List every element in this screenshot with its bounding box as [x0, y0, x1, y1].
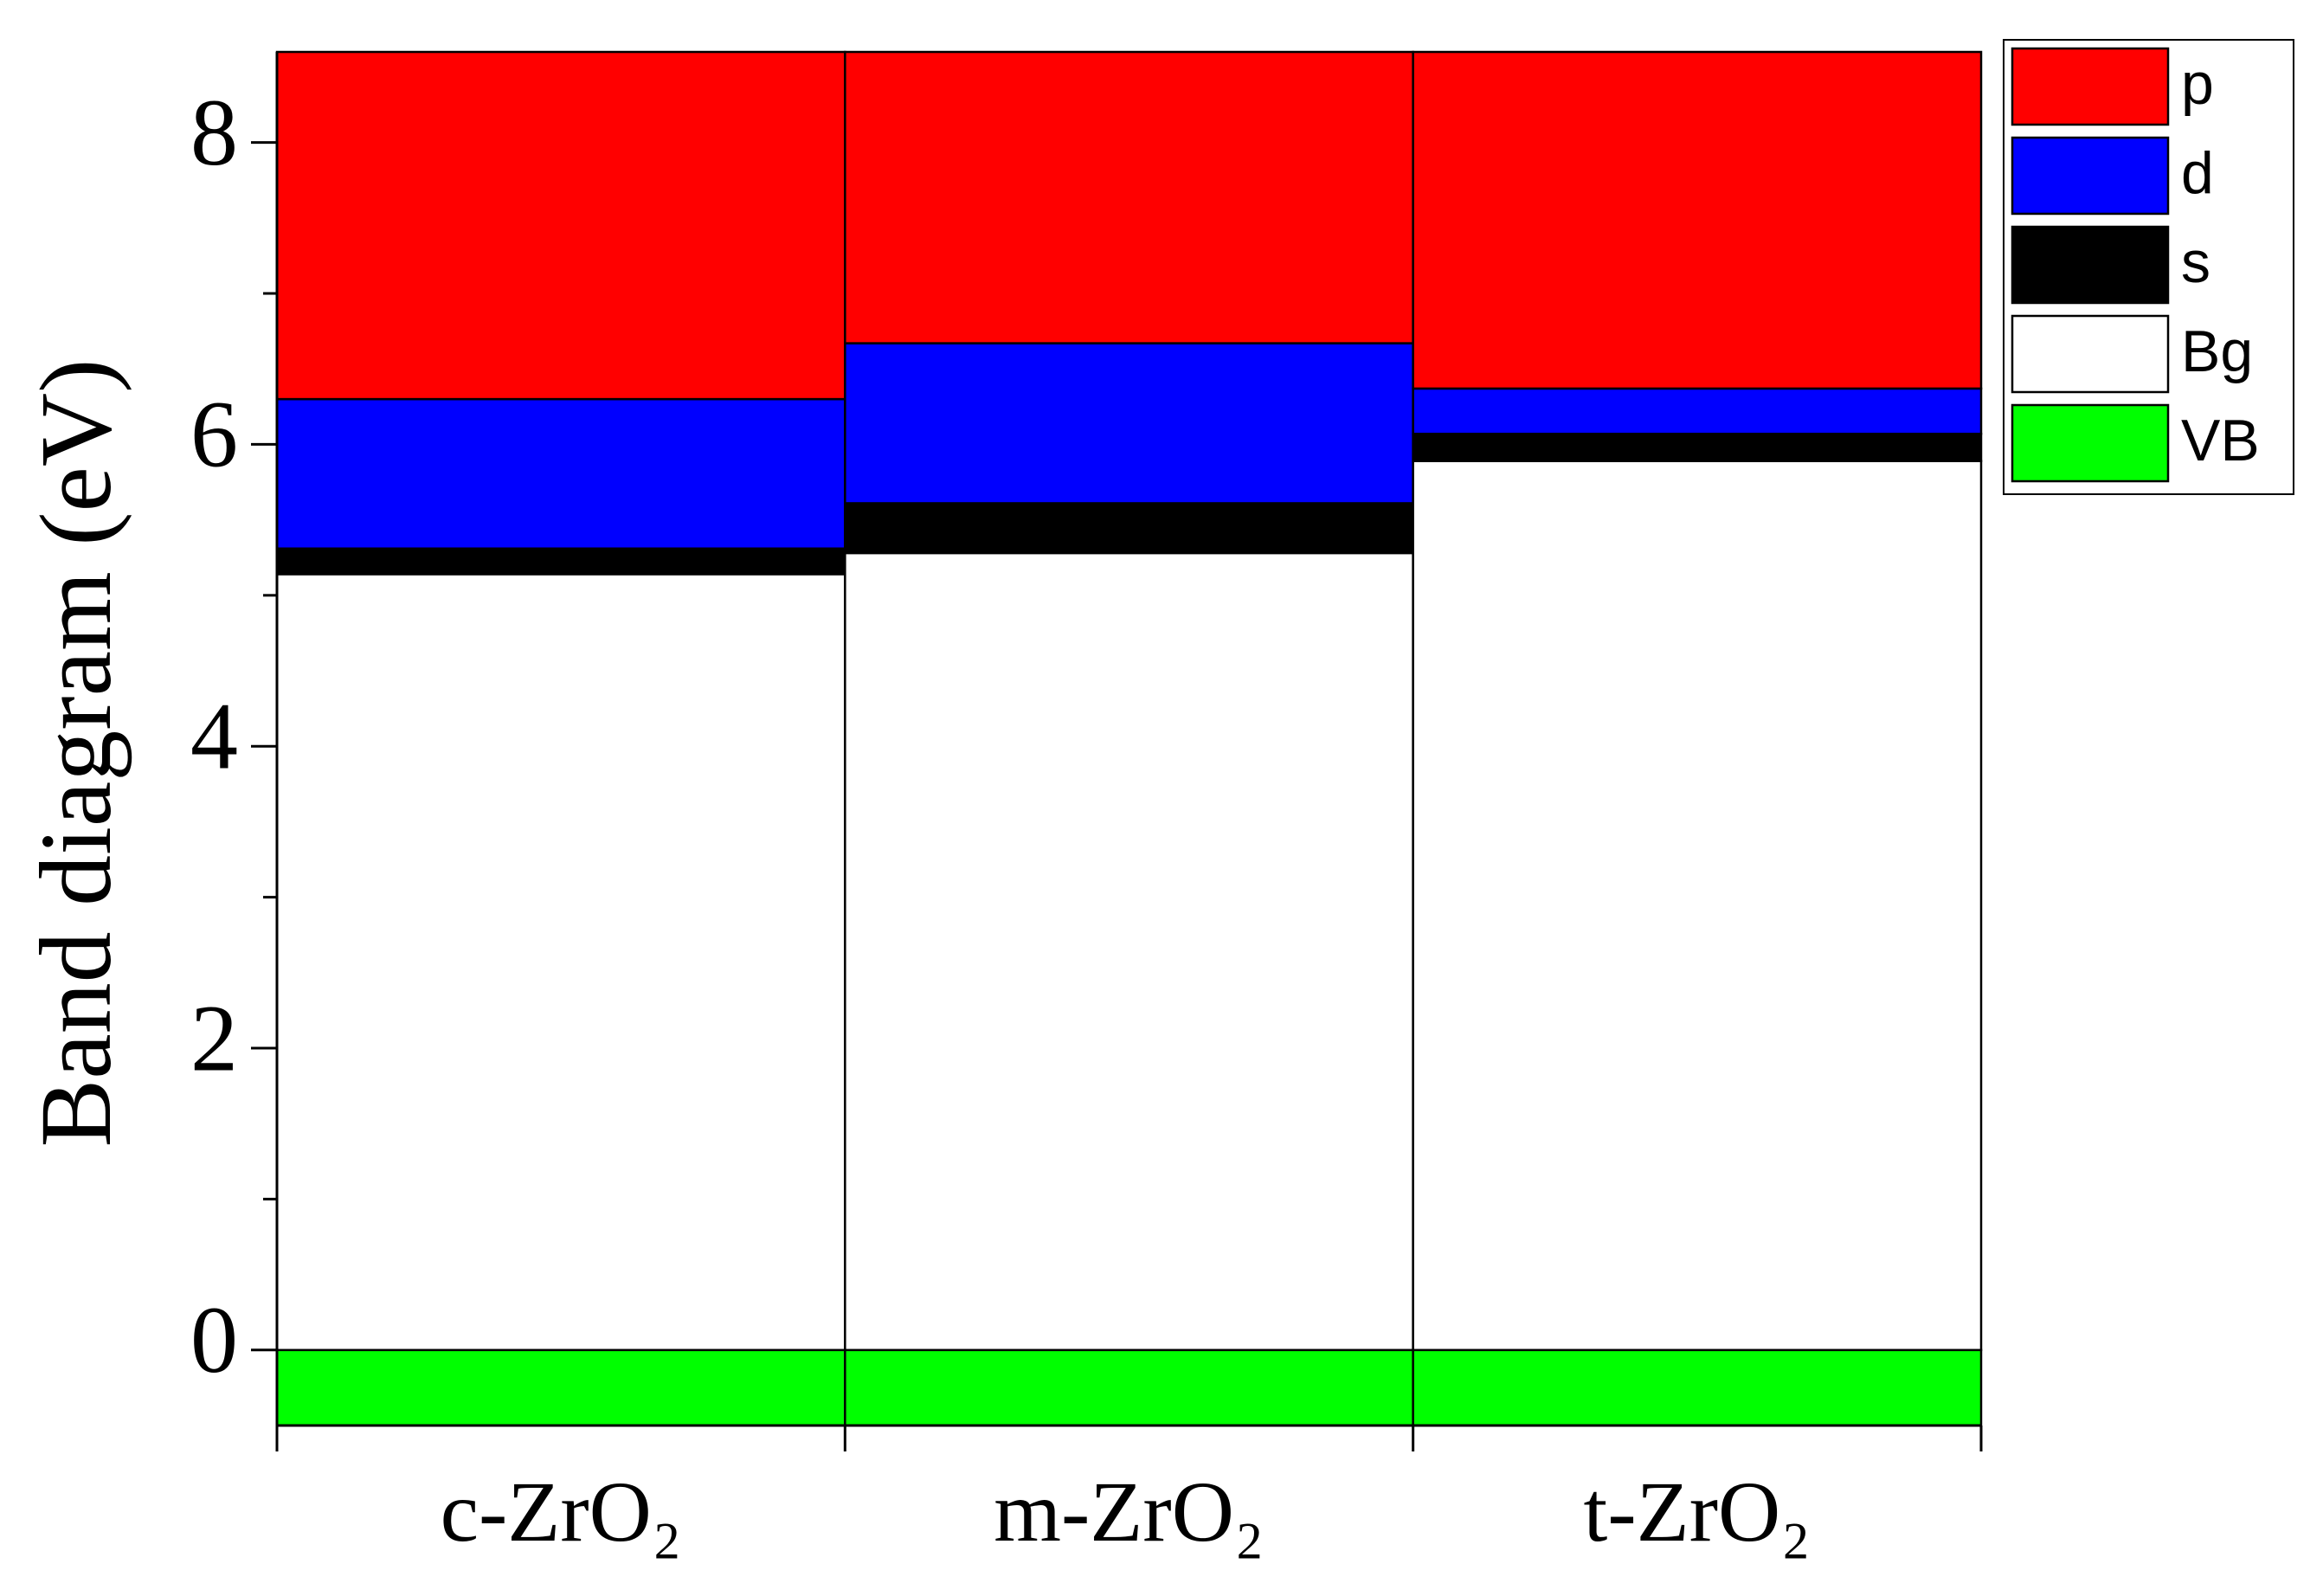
bar-segment [844, 1348, 1414, 1427]
bar-segment [275, 547, 846, 576]
x-tick-label: m-ZrO₂ [994, 1464, 1264, 1560]
legend-label: s [2181, 229, 2210, 295]
x-tick-label: c-ZrO₂ [441, 1464, 682, 1560]
y-axis-label: Band diagram (eV) [19, 359, 132, 1148]
bar-segment [275, 50, 846, 401]
legend-label: d [2181, 140, 2214, 206]
bar-segment [275, 1348, 846, 1427]
bar-segment [844, 342, 1414, 505]
y-tick-label: 8 [190, 80, 238, 185]
legend-label: Bg [2181, 319, 2253, 384]
y-tick-label: 2 [190, 985, 238, 1091]
y-tick-label: 6 [190, 382, 238, 487]
bar-segment [1412, 50, 1983, 390]
legend-swatch [2011, 47, 2170, 126]
x-tick-label: t-ZrO₂ [1584, 1464, 1811, 1560]
y-tick-label: 0 [190, 1287, 238, 1393]
bar-segment [1412, 460, 1983, 1352]
bar-segment [1412, 1348, 1983, 1427]
legend-label: VB [2181, 408, 2260, 473]
bar-segment [275, 397, 846, 550]
bar-segment [844, 502, 1414, 555]
legend-swatch [2011, 314, 2170, 394]
bar-segment [844, 50, 1414, 344]
legend-swatch [2011, 225, 2170, 305]
bar-segment [844, 551, 1414, 1352]
legend-label: p [2181, 51, 2214, 117]
bar-segment [1412, 387, 1983, 435]
bar-segment [1412, 432, 1983, 462]
legend-swatch [2011, 403, 2170, 483]
bar-segment [275, 573, 846, 1352]
legend-swatch [2011, 136, 2170, 216]
y-tick-label: 4 [190, 683, 238, 788]
